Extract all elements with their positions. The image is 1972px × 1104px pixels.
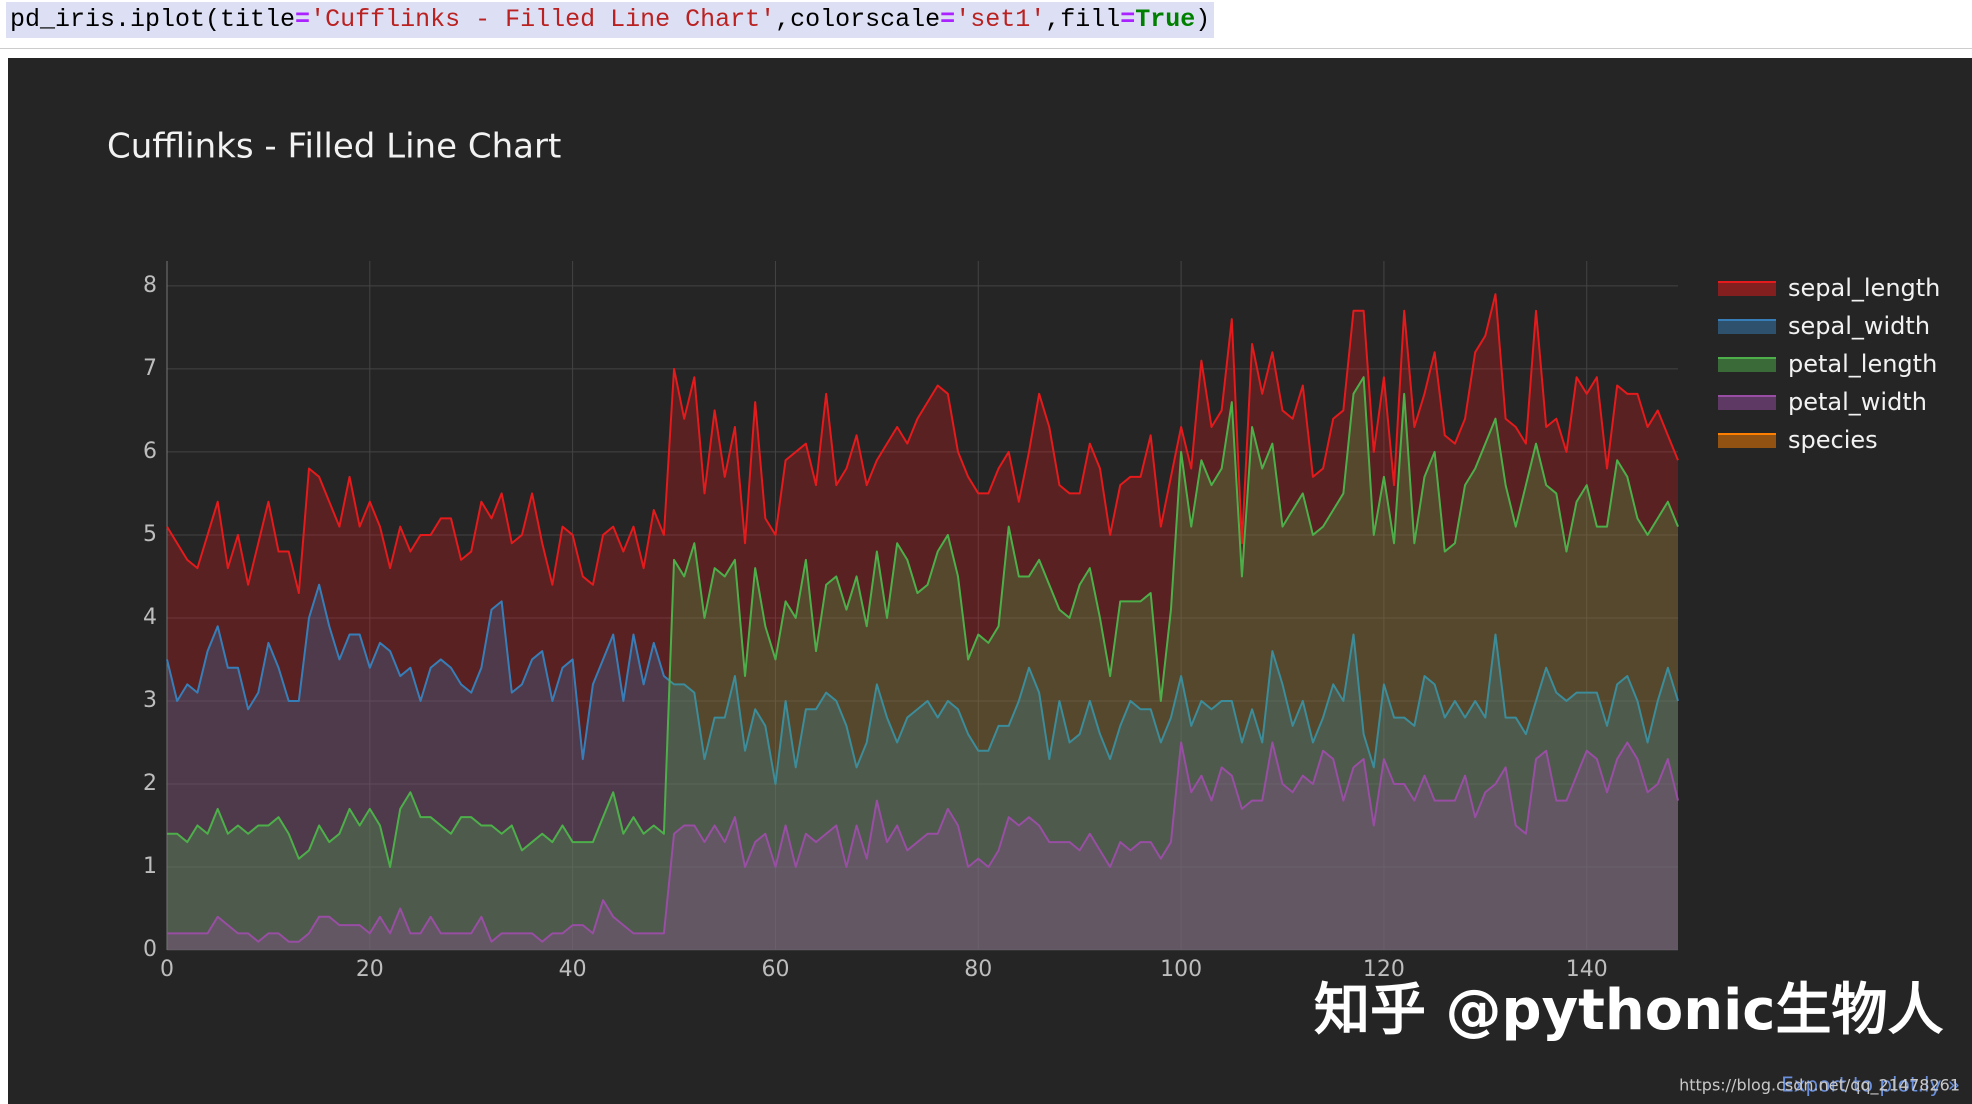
x-tick-label: 140 — [1566, 957, 1608, 982]
x-tick-label: 80 — [964, 957, 992, 982]
watermark: 知乎 @pythonic生物人 — [1314, 978, 1943, 1043]
code-token: ,fill — [1045, 5, 1121, 34]
series-line — [167, 376, 1679, 868]
legend-label: petal_length — [1788, 350, 1937, 378]
area-fill — [167, 294, 1678, 950]
legend-label: sepal_width — [1788, 312, 1930, 340]
chart-title: Cufflinks - Filled Line Chart — [107, 127, 561, 167]
legend-label: petal_width — [1788, 388, 1927, 416]
y-tick-label: 6 — [143, 439, 157, 464]
y-tick-label: 2 — [143, 771, 157, 796]
series-line — [166, 583, 1679, 785]
code-token: = — [940, 5, 956, 34]
y-tick-label: 8 — [143, 273, 157, 298]
legend-label: species — [1788, 426, 1878, 454]
code-token: = — [1120, 5, 1136, 34]
code-token: ) — [1195, 5, 1211, 34]
x-tick-label: 0 — [160, 957, 174, 982]
y-tick-label: 4 — [143, 605, 157, 630]
y-tick-label: 0 — [143, 937, 157, 962]
x-tick-label: 20 — [356, 957, 384, 982]
export-link[interactable]: Export to plot.ly » — [1781, 1073, 1960, 1097]
legend-swatch — [1718, 396, 1776, 410]
code-token: True — [1135, 5, 1196, 34]
x-tick-label: 40 — [559, 957, 587, 982]
y-tick-label: 5 — [143, 522, 157, 547]
y-tick-label: 1 — [143, 854, 157, 879]
x-tick-label: 100 — [1160, 957, 1202, 982]
cell-divider — [0, 48, 1972, 49]
series-line — [166, 293, 1679, 595]
code-cell[interactable]: pd_iris.iplot(title='Cufflinks - Filled … — [6, 2, 1215, 38]
legend-swatch — [1718, 282, 1776, 296]
area-fill — [167, 584, 1678, 950]
code-token: 'Cufflinks - Filled Line Chart' — [310, 5, 776, 34]
x-tick-label: 120 — [1363, 957, 1405, 982]
x-tick-label: 60 — [761, 957, 789, 982]
legend-swatch — [1718, 358, 1776, 372]
code-token: = — [295, 5, 311, 34]
area-fill — [167, 377, 1678, 951]
area-fill — [167, 742, 1678, 950]
code-token: pd_iris.iplot(title — [10, 5, 296, 34]
source-url: https://blog.csdn.net/qq_21478261 — [1679, 1076, 1960, 1096]
y-tick-label: 7 — [143, 356, 157, 381]
code-token: 'set1' — [955, 5, 1046, 34]
legend-label: sepal_length — [1788, 274, 1940, 302]
y-tick-label: 3 — [143, 688, 157, 713]
series-line — [167, 741, 1679, 943]
legend-swatch — [1718, 434, 1776, 448]
code-token: ,colorscale — [775, 5, 941, 34]
legend-swatch — [1718, 320, 1776, 334]
